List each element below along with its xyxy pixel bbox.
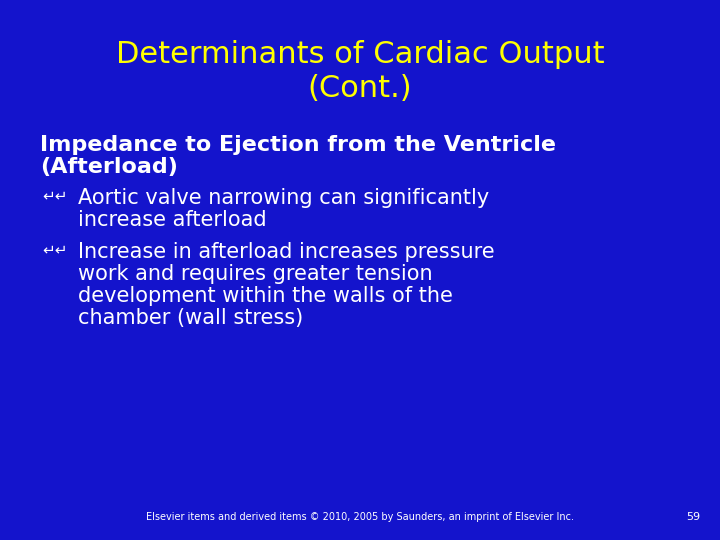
Text: 59: 59 — [686, 512, 700, 522]
Text: work and requires greater tension: work and requires greater tension — [78, 264, 433, 284]
Text: development within the walls of the: development within the walls of the — [78, 286, 453, 306]
Text: chamber (wall stress): chamber (wall stress) — [78, 308, 303, 328]
Text: Increase in afterload increases pressure: Increase in afterload increases pressure — [78, 242, 495, 262]
Text: increase afterload: increase afterload — [78, 210, 266, 230]
Text: (Afterload): (Afterload) — [40, 157, 178, 177]
Text: Elsevier items and derived items © 2010, 2005 by Saunders, an imprint of Elsevie: Elsevier items and derived items © 2010,… — [146, 512, 574, 522]
Text: ↵↵: ↵↵ — [42, 188, 68, 203]
Text: ↵↵: ↵↵ — [42, 242, 68, 257]
Text: Impedance to Ejection from the Ventricle: Impedance to Ejection from the Ventricle — [40, 135, 556, 155]
Text: Aortic valve narrowing can significantly: Aortic valve narrowing can significantly — [78, 188, 490, 208]
Text: Determinants of Cardiac Output
(Cont.): Determinants of Cardiac Output (Cont.) — [116, 40, 604, 103]
